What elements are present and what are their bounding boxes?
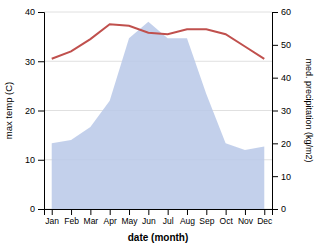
tick-label: 40 [281, 73, 291, 83]
y-tick: 40 [25, 7, 44, 17]
plot: Jan Feb Mar Apr May Jun Jul Aug Sep Oct NovDec 0 10 2… [3, 7, 314, 243]
x-tick: Mar [84, 209, 99, 226]
tick-mark [272, 176, 278, 177]
axis-line [45, 210, 273, 216]
tick-mark [272, 143, 278, 144]
x-tick: Jul [163, 209, 174, 226]
tick-label: Dec [257, 216, 273, 226]
y-tick: 40 [272, 73, 291, 83]
tick-label: 0 [281, 204, 286, 214]
y-tick: 20 [272, 139, 291, 149]
grid-line [44, 12, 272, 13]
tick-mark [245, 209, 246, 215]
x-tick: Nov [238, 209, 254, 226]
chart-container: Jan Feb Mar Apr May Jun Jul Aug Sep Oct NovDec 0 10 2… [0, 0, 318, 247]
tick-mark [272, 111, 278, 112]
y-tick: 10 [272, 172, 291, 182]
tick-label: Jan [45, 216, 59, 226]
tick-mark [38, 111, 44, 112]
tick-label: 10 [281, 172, 291, 182]
tick-label: 40 [25, 7, 35, 17]
tick-label: 50 [281, 40, 291, 50]
tick-label: Nov [238, 216, 254, 226]
y-tick: 20 [25, 106, 44, 116]
tick-mark [148, 209, 149, 215]
tick-label: 20 [25, 106, 35, 116]
y-axis-title: max temp (C) [3, 82, 14, 140]
x-tick: Jun [142, 209, 156, 226]
tick-label: 20 [281, 139, 291, 149]
tick-label: 30 [281, 106, 291, 116]
x-tick: Oct [220, 209, 234, 226]
x-tick: Sep [199, 209, 214, 226]
tick-mark [38, 12, 44, 13]
tick-mark [110, 209, 111, 215]
marks [52, 22, 265, 209]
y-axis: 0 10 20 30 40 [25, 7, 45, 214]
tick-mark [272, 209, 278, 210]
y2-axis: 0 10 20 30 40 50 60 [272, 7, 291, 214]
tick-label: May [121, 216, 138, 226]
tick-mark [38, 209, 44, 210]
axis-line [38, 13, 45, 210]
tick-label: Jun [142, 216, 156, 226]
tick-label: Oct [220, 216, 234, 226]
y-tick: 0 [30, 204, 44, 214]
tick-label: Jul [163, 216, 174, 226]
grid [44, 12, 272, 209]
tick-label: Feb [64, 216, 79, 226]
x-tick: Apr [104, 209, 117, 226]
tick-mark [38, 160, 44, 161]
x-tick: Dec [257, 209, 273, 226]
x-tick: Jan [45, 209, 59, 226]
tick-mark [90, 209, 91, 215]
x-axis: Jan Feb Mar Apr May Jun Jul Aug Sep Oct NovDec [45, 209, 274, 226]
tick-mark [272, 78, 278, 79]
tick-mark [272, 45, 278, 46]
x-tick: Aug [180, 209, 195, 226]
tick-mark [264, 209, 265, 215]
tick-label: 60 [281, 7, 291, 17]
tick-mark [52, 209, 53, 215]
tick-label: 30 [25, 57, 35, 67]
tick-label: Mar [84, 216, 99, 226]
tick-mark [226, 209, 227, 215]
y-tick: 30 [25, 57, 44, 67]
line [52, 24, 265, 58]
y-tick: 30 [272, 106, 291, 116]
tick-mark [272, 12, 278, 13]
area [52, 22, 265, 209]
tick-mark [168, 209, 169, 215]
axis-line [273, 13, 279, 210]
tick-label: Sep [199, 216, 214, 226]
tick-mark [187, 209, 188, 215]
tick-mark [71, 209, 72, 215]
tick-mark [206, 209, 207, 215]
tick-label: Apr [104, 216, 117, 226]
y-tick: 0 [272, 204, 286, 214]
y-tick: 50 [272, 40, 291, 50]
tick-label: 0 [30, 204, 35, 214]
tick-mark [38, 61, 44, 62]
tick-label: 10 [25, 155, 35, 165]
y-tick: 60 [272, 7, 291, 17]
tick-label: Aug [180, 216, 195, 226]
x-axis-title: date (month) [128, 232, 189, 243]
x-tick: Feb [64, 209, 79, 226]
y2-axis-title: med. precipitation (kg/m2) [304, 58, 314, 162]
x-tick: May [121, 209, 138, 226]
tick-mark [129, 209, 130, 215]
y-tick: 10 [25, 155, 44, 165]
chart: Jan Feb Mar Apr May Jun Jul Aug Sep Oct NovDec 0 10 2… [0, 0, 318, 247]
